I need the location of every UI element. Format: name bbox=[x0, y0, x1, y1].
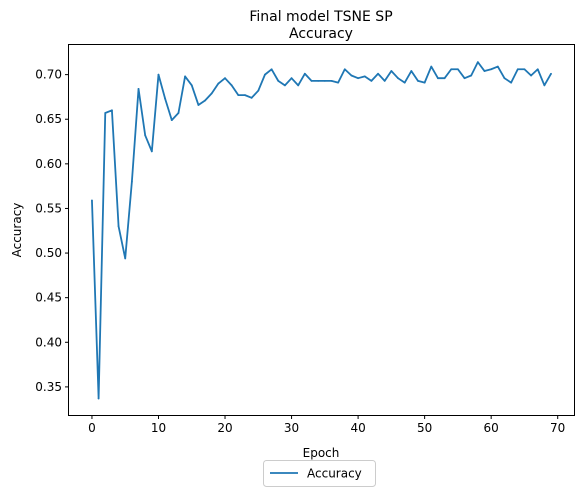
data-point bbox=[144, 134, 147, 137]
data-point bbox=[323, 79, 326, 82]
data-point bbox=[117, 225, 120, 228]
data-point bbox=[476, 61, 479, 64]
data-point bbox=[550, 72, 552, 75]
data-point bbox=[397, 77, 399, 80]
legend-box bbox=[263, 460, 376, 487]
data-point bbox=[410, 70, 413, 72]
x-tick-label: 30 bbox=[284, 421, 299, 435]
x-tick-label: 50 bbox=[417, 421, 432, 435]
data-point bbox=[91, 199, 93, 202]
data-point bbox=[417, 79, 419, 82]
data-point bbox=[310, 79, 313, 82]
data-point bbox=[337, 81, 340, 84]
data-point bbox=[350, 74, 353, 77]
data-point bbox=[124, 257, 127, 260]
data-point bbox=[230, 84, 233, 87]
legend: Accuracy bbox=[263, 460, 376, 487]
data-point bbox=[443, 77, 446, 80]
plot-marks bbox=[91, 61, 552, 400]
data-point bbox=[450, 68, 453, 71]
data-point bbox=[510, 81, 513, 84]
data-point bbox=[210, 92, 213, 95]
legend-label-accuracy: Accuracy bbox=[307, 467, 362, 481]
data-point bbox=[423, 81, 426, 84]
data-point bbox=[390, 70, 393, 72]
data-point bbox=[297, 84, 300, 87]
data-point bbox=[370, 79, 373, 82]
data-point bbox=[516, 68, 519, 71]
data-point bbox=[237, 94, 240, 97]
x-tick-label: 60 bbox=[484, 421, 499, 435]
x-tick-label: 0 bbox=[88, 421, 96, 435]
data-point bbox=[184, 75, 187, 78]
data-point bbox=[290, 77, 293, 80]
y-tick-label: 0.40 bbox=[35, 335, 62, 349]
data-point bbox=[377, 72, 379, 75]
y-axis-label: Accuracy bbox=[10, 203, 24, 258]
data-point bbox=[303, 72, 306, 75]
x-axis: 0 10 20 30 40 50 60 70 bbox=[88, 415, 565, 435]
x-tick-label: 40 bbox=[350, 421, 365, 435]
data-point bbox=[317, 79, 320, 82]
data-point bbox=[150, 150, 153, 153]
data-point bbox=[457, 68, 459, 71]
y-tick-label: 0.65 bbox=[35, 112, 62, 126]
data-point bbox=[170, 119, 173, 122]
data-point bbox=[224, 77, 226, 80]
data-point bbox=[111, 109, 113, 112]
y-tick-label: 0.35 bbox=[35, 380, 62, 394]
data-point bbox=[543, 84, 546, 87]
x-axis-label: Epoch bbox=[303, 446, 340, 460]
data-point bbox=[403, 81, 406, 84]
data-point bbox=[177, 112, 180, 114]
data-point bbox=[104, 112, 107, 114]
data-point bbox=[363, 75, 366, 78]
data-point bbox=[257, 89, 260, 92]
data-point bbox=[197, 104, 200, 106]
data-point bbox=[383, 79, 386, 82]
data-point bbox=[190, 84, 193, 87]
data-point bbox=[244, 94, 246, 97]
chart-subtitle: Accuracy bbox=[289, 26, 353, 42]
plot-frame bbox=[68, 44, 575, 416]
data-point bbox=[217, 82, 220, 85]
y-tick-label: 0.50 bbox=[35, 246, 62, 260]
series-line-accuracy bbox=[91, 61, 552, 400]
chart-title: Final model TSNE SP bbox=[249, 9, 392, 25]
data-point bbox=[277, 79, 280, 82]
data-point bbox=[530, 74, 532, 77]
data-point bbox=[536, 68, 539, 71]
data-point bbox=[270, 68, 273, 71]
data-point bbox=[330, 79, 333, 82]
data-point bbox=[430, 65, 433, 68]
data-point bbox=[137, 88, 140, 90]
data-point bbox=[490, 68, 493, 71]
y-tick-label: 0.55 bbox=[35, 201, 62, 215]
y-axis: 0.35 0.40 0.45 0.50 0.55 0.60 0.65 0.70 bbox=[35, 68, 69, 394]
data-point bbox=[130, 180, 133, 183]
data-point bbox=[204, 99, 206, 102]
data-point bbox=[483, 70, 486, 72]
data-point bbox=[343, 68, 346, 71]
data-point bbox=[357, 77, 359, 80]
data-point bbox=[503, 77, 506, 80]
data-point bbox=[164, 97, 167, 100]
data-point bbox=[97, 397, 100, 400]
data-point bbox=[496, 65, 499, 68]
data-point bbox=[264, 73, 266, 76]
data-point bbox=[463, 77, 466, 80]
x-tick-label: 70 bbox=[550, 421, 565, 435]
y-tick-label: 0.60 bbox=[35, 157, 62, 171]
data-point bbox=[284, 84, 286, 87]
data-point bbox=[157, 73, 160, 76]
x-tick-label: 10 bbox=[151, 421, 166, 435]
data-point bbox=[437, 77, 439, 80]
y-tick-label: 0.70 bbox=[35, 68, 62, 82]
x-tick-label: 20 bbox=[217, 421, 232, 435]
data-point bbox=[250, 96, 253, 99]
data-point bbox=[523, 68, 526, 71]
data-point bbox=[470, 74, 473, 77]
y-tick-label: 0.45 bbox=[35, 291, 62, 305]
